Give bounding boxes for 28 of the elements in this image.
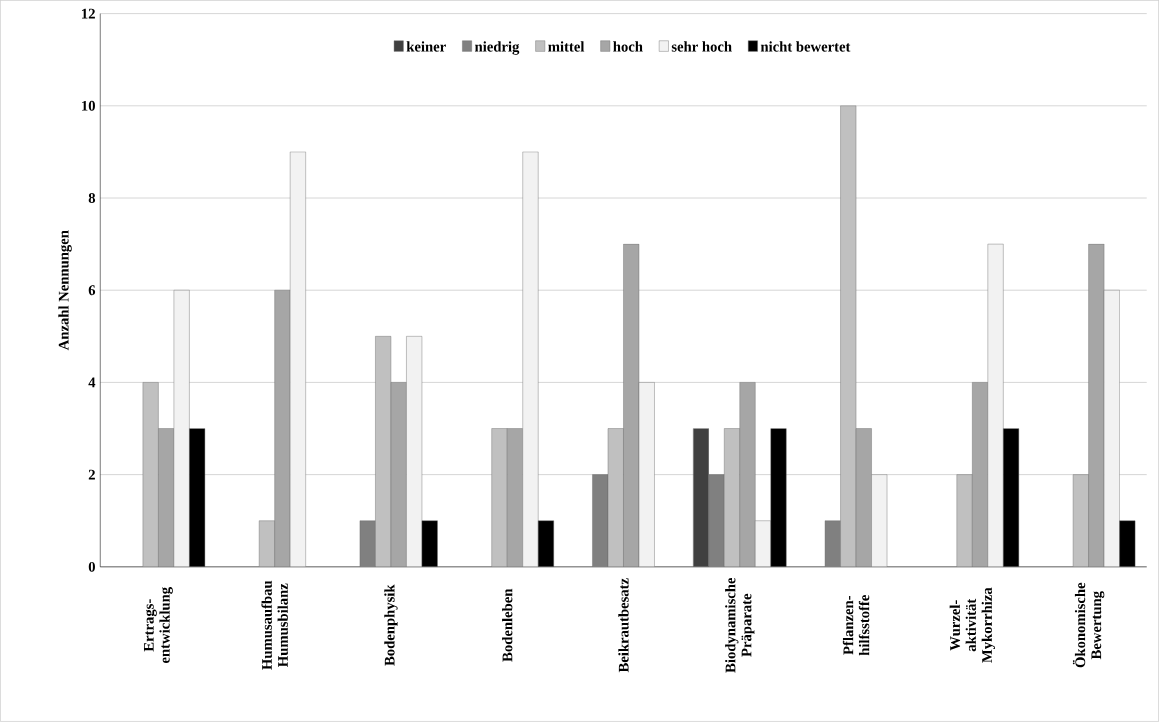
legend-label: niedrig [474,41,520,55]
x-tick-label: Humusaufbau Humusbilanz [261,580,288,670]
legend-label: sehr hoch [671,41,732,52]
x-tick-label: Ertrags- entwicklung [143,587,173,664]
x-tick-label: Ökonomische Bewertung [1072,582,1105,668]
y-tick-label: 10 [82,100,95,111]
y-tick-label: 12 [82,8,95,19]
x-tick-label: Biodynamische Präparate [725,578,755,673]
y-tick-label: 8 [88,193,96,204]
bar [956,474,973,567]
y-tick-label: 6 [88,285,96,296]
legend-label: keiner [406,41,446,52]
bar [840,105,857,567]
y-tick-label: 0 [88,562,95,572]
x-tick-label: Pflanzen- hilfsstoffe [842,595,870,656]
x-tick-label: Bodenleben [502,588,513,662]
x-tick-label: Bodenphysik [384,584,398,666]
x-tick-label: Wurzel- aktivität Mykorrhiza [949,587,995,663]
y-tick-label: 2 [88,469,95,480]
y-axis-title: Anzahl Nennungen [58,230,72,351]
bar [142,382,159,567]
bar [375,336,392,567]
legend-label: nicht bewertet [760,41,851,52]
y-tick-label: 4 [88,377,96,388]
x-tick-label: Beikrautbesatz [618,578,629,673]
legend-label: mittel [548,41,585,52]
bar [491,428,508,567]
legend-label: hoch [613,41,643,52]
